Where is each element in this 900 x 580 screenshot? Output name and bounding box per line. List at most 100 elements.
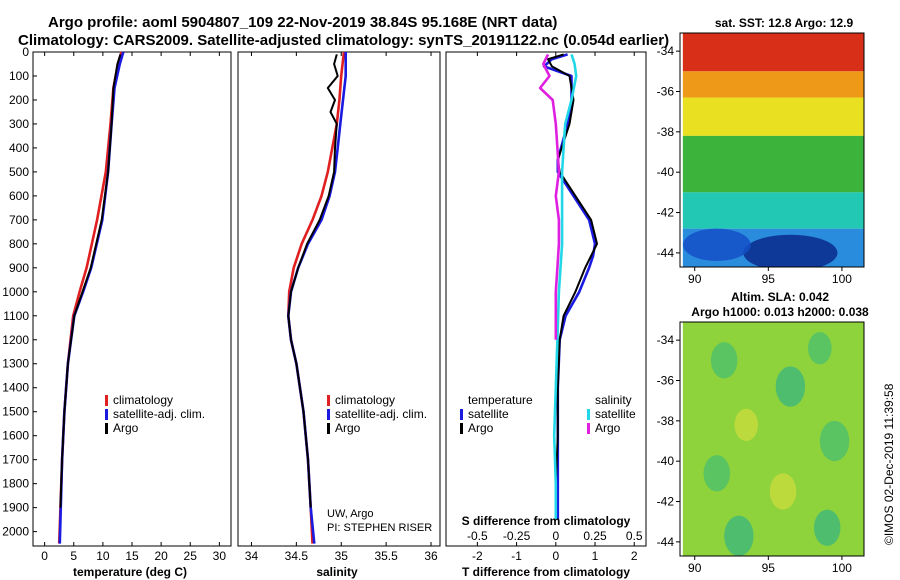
difference-panel: -2 -1 0 1 2 -0.5 -0.25 0 0.25 0.5 temperature salin…: [460, 52, 643, 563]
x-tick-label: 15: [125, 549, 139, 563]
temperature-xlabel: temperature (deg C): [73, 565, 187, 579]
map-y-tick-label: -34: [657, 44, 675, 58]
map-y-tick-label: -40: [657, 454, 675, 468]
map-x-tick-label: 95: [762, 272, 776, 286]
sla-spot: [703, 455, 731, 492]
y-tick-label: 0: [22, 45, 29, 59]
imos-credit: ©IMOS 02-Dec-2019 11:39:58: [882, 383, 896, 545]
s-tick-label: 0.5: [626, 529, 643, 543]
salinity-axes-frame: [237, 51, 441, 547]
x-tick-label: 34.5: [285, 549, 309, 563]
x-tick-label: 2: [631, 549, 638, 563]
y-tick-label: 2000: [2, 525, 29, 539]
sst-band: [682, 33, 864, 72]
x-tick-label: 20: [154, 549, 168, 563]
y-tick-label: 200: [9, 93, 29, 107]
legend-label: satellite: [595, 407, 636, 421]
map-x-tick-label: 95: [762, 561, 776, 575]
legend-swatch: [105, 395, 108, 406]
map-nodata-strip: [680, 322, 683, 556]
legend-label: satellite: [468, 407, 509, 421]
sla-spot: [734, 408, 759, 442]
legend-swatch: [460, 409, 463, 420]
series-line-s-argo: [538, 53, 561, 340]
credit-institution: UW, Argo: [327, 508, 373, 520]
legend-label: climatology: [335, 393, 395, 407]
series-line-climatology: [286, 51, 346, 544]
s-tick-label: 0.25: [583, 529, 607, 543]
y-tick-label: 1600: [2, 429, 29, 443]
y-tick-label: 1900: [2, 501, 29, 515]
y-tick-label: 900: [9, 261, 29, 275]
x-tick-label: 30: [213, 549, 227, 563]
s-tick-label: -0.5: [467, 529, 488, 543]
legend-label: satellite-adj. clim.: [335, 407, 427, 421]
map-frame: [679, 321, 865, 557]
legend-title-temperature: temperature: [468, 393, 533, 407]
map-x-tick-label: 90: [688, 561, 702, 575]
sst-map: 90 95 100 -34 -36 -38 -40 -42 -44: [657, 32, 865, 286]
map-nodata-strip: [680, 33, 683, 267]
map-y-tick-label: -34: [657, 333, 675, 347]
sst-patch: [743, 234, 838, 267]
x-tick-label: 36: [424, 549, 438, 563]
legend-label: Argo: [335, 421, 361, 435]
x-tick-label: -1: [511, 549, 522, 563]
sst-band: [682, 135, 864, 193]
map-y-tick-label: -38: [657, 414, 675, 428]
legend-swatch: [587, 423, 590, 434]
salinity-xlabel: salinity: [316, 565, 358, 579]
map-y-tick-label: -44: [657, 246, 675, 260]
s-tick-label: -0.25: [503, 529, 531, 543]
map-y-tick-label: -38: [657, 125, 675, 139]
x-tick-label: 35.5: [374, 549, 398, 563]
s-tick-label: 0: [552, 529, 559, 543]
sla-spot: [724, 515, 754, 556]
x-tick-label: 10: [96, 549, 110, 563]
credit-pi: PI: STEPHEN RISER: [327, 522, 432, 534]
legend-swatch: [460, 423, 463, 434]
map-image: [682, 322, 864, 556]
x-tick-label: 1: [592, 549, 599, 563]
legend-label: Argo: [595, 421, 621, 435]
sst-band: [682, 97, 864, 136]
legend-swatch: [105, 409, 108, 420]
map-y-tick-label: -40: [657, 165, 675, 179]
sla-spot: [775, 366, 806, 407]
figure-title-line1: Argo profile: aoml 5904807_109 22-Nov-20…: [48, 14, 557, 31]
salinity-panel: 34 34.5 35 35.5 36 climatologysatellite-adj. …: [245, 51, 438, 563]
legend-label: climatology: [113, 393, 173, 407]
series-line-argo: [287, 54, 339, 508]
y-tick-label: 1200: [2, 333, 29, 347]
legend-label: satellite-adj. clim.: [113, 407, 205, 421]
sla-map-title-line2: Argo h1000: 0.013 h2000: 0.038: [691, 305, 869, 319]
figure-title-line2: Climatology: CARS2009. Satellite-adjuste…: [18, 32, 669, 49]
sla-map: 90 95 100 -34 -36 -38 -40 -42 -44: [657, 321, 865, 575]
y-tick-label: 700: [9, 213, 29, 227]
temperature-panel: 0 5 10 15 20 25 300100200300400500600700800900…: [2, 45, 226, 563]
sla-spot: [819, 420, 850, 462]
x-tick-label: 0: [552, 549, 559, 563]
y-tick-label: 1500: [2, 405, 29, 419]
y-tick-label: 1000: [2, 285, 29, 299]
y-tick-label: 500: [9, 165, 29, 179]
sla-spot: [813, 509, 841, 546]
y-tick-label: 1400: [2, 381, 29, 395]
x-tick-label: 0: [41, 549, 48, 563]
y-tick-label: 600: [9, 189, 29, 203]
sla-spot: [769, 473, 797, 510]
sst-band: [682, 192, 864, 229]
y-tick-label: 1300: [2, 357, 29, 371]
y-tick-label: 800: [9, 237, 29, 251]
map-y-tick-label: -36: [657, 85, 675, 99]
s-difference-xlabel: S difference from climatology: [462, 514, 631, 528]
sla-spot: [808, 332, 832, 365]
y-tick-label: 1100: [3, 309, 29, 323]
legend-swatch: [587, 409, 590, 420]
map-image: [682, 33, 864, 267]
map-y-tick-label: -42: [657, 206, 675, 220]
legend-swatch: [327, 395, 330, 406]
legend-label: Argo: [113, 421, 139, 435]
series-line-argo: [59, 54, 122, 508]
legend-title-salinity: salinity: [595, 393, 632, 407]
